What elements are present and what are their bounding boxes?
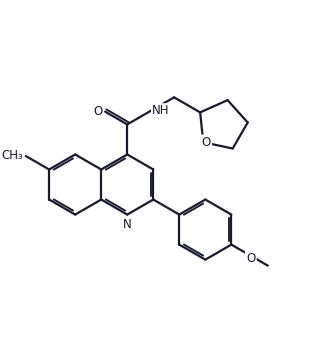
Text: NH: NH xyxy=(152,104,170,118)
Text: N: N xyxy=(123,218,132,231)
Text: O: O xyxy=(246,252,256,265)
Text: O: O xyxy=(202,136,211,149)
Text: O: O xyxy=(94,105,103,118)
Text: CH₃: CH₃ xyxy=(1,149,23,162)
